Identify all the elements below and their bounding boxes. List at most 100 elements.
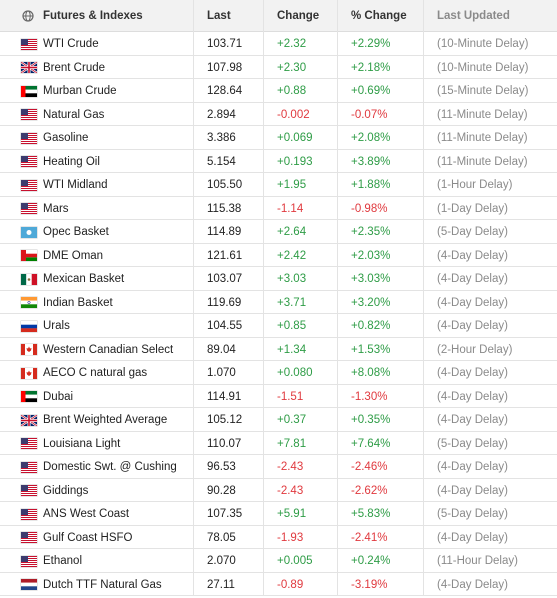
flag xyxy=(21,181,37,183)
flag xyxy=(21,391,37,402)
flag xyxy=(21,565,37,567)
flag xyxy=(21,164,37,165)
change: +3.03 xyxy=(277,273,307,285)
change: +2.32 xyxy=(277,38,307,50)
flag xyxy=(21,463,37,465)
instrument-name: Natural Gas xyxy=(43,108,105,121)
last-price: 114.89 xyxy=(207,226,242,238)
last-updated: (10-Minute Delay) xyxy=(437,61,529,74)
change: +0.85 xyxy=(277,320,307,332)
last-updated: (4-Day Delay) xyxy=(437,531,508,544)
change: +0.193 xyxy=(277,155,313,168)
table-row xyxy=(0,314,557,338)
instrument-name: WTI Midland xyxy=(43,179,108,191)
flag xyxy=(21,38,37,50)
instrument-name: Domestic Swt. @ Cushing xyxy=(43,461,177,473)
flag xyxy=(21,300,37,305)
flag xyxy=(21,485,37,496)
flag xyxy=(21,394,37,399)
header-border xyxy=(0,31,557,32)
change: -2.43 xyxy=(277,484,304,497)
flag xyxy=(21,461,37,473)
pct-change: -0.07% xyxy=(351,108,388,121)
instrument-name: Gulf Coast HSFO xyxy=(43,531,133,544)
instrument-name: Dubai xyxy=(43,390,74,403)
last-price: 1.070 xyxy=(207,367,236,379)
flag xyxy=(21,179,37,191)
flag xyxy=(26,370,32,376)
pct-change: +3.03% xyxy=(351,273,391,285)
flag xyxy=(21,113,37,114)
last-updated: (2-Hour Delay) xyxy=(437,343,513,356)
table-row xyxy=(0,56,557,79)
last-price: 2.070 xyxy=(207,555,236,567)
flag xyxy=(21,579,37,583)
flag xyxy=(21,142,37,144)
last-price: 90.28 xyxy=(207,484,236,497)
flag xyxy=(21,491,37,492)
flag xyxy=(21,297,37,301)
last-updated: (5-Day Delay) xyxy=(437,508,508,520)
flag xyxy=(21,540,37,541)
instrument-name: Heating Oil xyxy=(43,155,100,168)
flag xyxy=(21,532,37,533)
pct-change: +3.20% xyxy=(351,296,391,309)
flag xyxy=(21,48,37,50)
column-divider xyxy=(263,0,264,596)
flag xyxy=(21,189,37,191)
flag xyxy=(21,85,26,97)
flag xyxy=(21,438,37,439)
flag xyxy=(21,209,37,210)
flag xyxy=(21,42,37,44)
flag xyxy=(21,136,37,138)
instrument-name: WTI Crude xyxy=(43,38,99,50)
last-updated: (4-Day Delay) xyxy=(437,273,508,285)
flag xyxy=(21,203,37,204)
flag xyxy=(21,109,37,120)
flag xyxy=(21,471,37,473)
table-row xyxy=(0,479,557,502)
flag xyxy=(21,92,37,97)
table-row xyxy=(0,432,557,455)
pct-change: +2.18% xyxy=(351,61,391,74)
flag xyxy=(21,132,28,139)
flag xyxy=(21,297,37,308)
flag xyxy=(26,229,32,235)
flag xyxy=(21,508,37,520)
flag xyxy=(21,508,37,520)
last-updated: (11-Hour Delay) xyxy=(437,555,518,567)
flag xyxy=(21,367,37,379)
flag xyxy=(21,563,37,565)
flag xyxy=(21,109,37,120)
flag xyxy=(21,438,37,449)
change: +0.080 xyxy=(277,367,313,379)
pct-change: +3.89% xyxy=(351,155,391,168)
flag xyxy=(21,487,37,488)
flag xyxy=(21,85,37,90)
flag xyxy=(21,555,28,562)
flag xyxy=(31,273,37,285)
last-updated: (4-Day Delay) xyxy=(437,461,508,473)
last-price: 89.04 xyxy=(207,343,236,356)
flag xyxy=(21,510,37,512)
column-divider xyxy=(423,0,424,596)
change: +2.42 xyxy=(277,249,307,262)
last-updated: (1-Day Delay) xyxy=(437,202,508,215)
flag xyxy=(21,138,37,140)
flag xyxy=(21,442,37,443)
flag xyxy=(21,516,37,518)
flag xyxy=(21,419,37,421)
flag xyxy=(21,111,37,112)
flag xyxy=(21,561,37,563)
flag xyxy=(21,132,37,144)
instrument-name: Gasoline xyxy=(43,132,89,144)
last-updated: (4-Day Delay) xyxy=(437,249,508,262)
flag xyxy=(21,557,37,559)
last-updated: (10-Minute Delay) xyxy=(437,38,529,50)
instrument-name: Opec Basket xyxy=(43,226,109,238)
flag xyxy=(21,183,37,185)
last-price: 2.894 xyxy=(207,108,236,121)
flag xyxy=(21,156,37,157)
change: +0.069 xyxy=(277,132,313,144)
